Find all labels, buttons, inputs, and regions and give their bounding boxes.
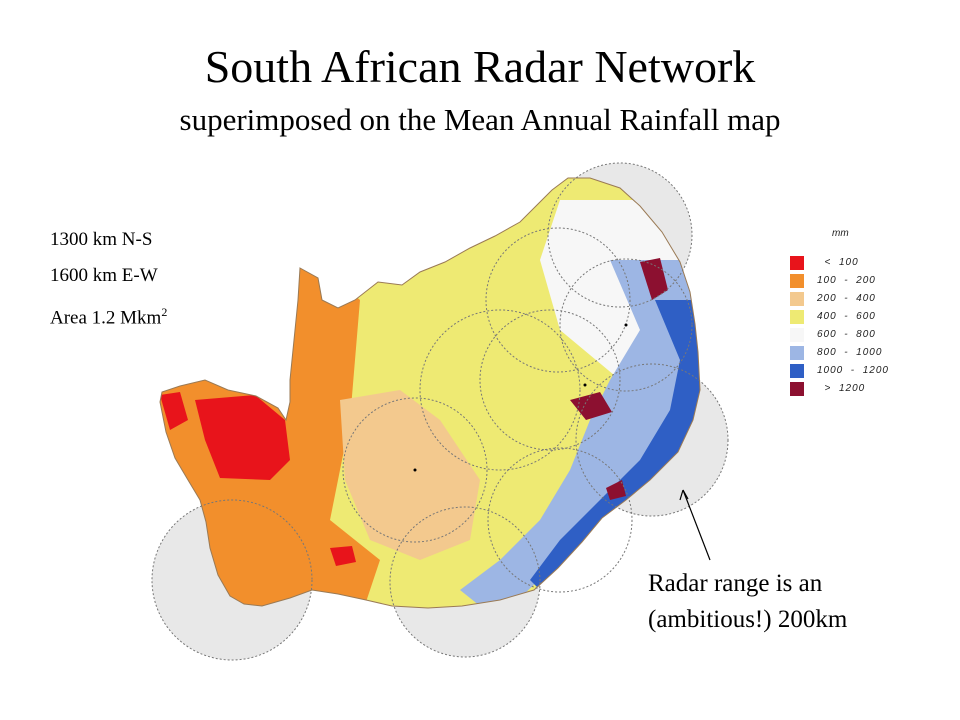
legend-label: 400 - 600 bbox=[817, 311, 876, 322]
legend-swatch bbox=[790, 292, 804, 306]
radar-range-note: Radar range is an (ambitious!) 200km bbox=[648, 566, 847, 638]
legend-row: 1000 - 1200 bbox=[772, 362, 922, 378]
area-superscript: 2 bbox=[161, 305, 168, 319]
page-subtitle: superimposed on the Mean Annual Rainfall… bbox=[179, 102, 781, 137]
legend-row: 800 - 1000 bbox=[772, 344, 922, 360]
legend-label: < 100 bbox=[817, 257, 859, 268]
radar-sites bbox=[413, 323, 628, 472]
legend-row: < 100 bbox=[772, 254, 922, 270]
country-outline bbox=[159, 177, 701, 609]
rainfall-zones bbox=[160, 178, 700, 608]
note-line-2: (ambitious!) 200km bbox=[648, 606, 848, 633]
ns-extent: 1300 km N-S bbox=[50, 229, 153, 250]
country-facts: 1300 km N-S 1600 km E-W Area 1.2 Mkm2 bbox=[50, 230, 167, 338]
legend-label: 600 - 800 bbox=[817, 329, 876, 340]
legend-swatch bbox=[790, 274, 804, 288]
radar-range-circles bbox=[151, 162, 729, 661]
legend-swatch bbox=[790, 256, 804, 270]
area-label: Area 1.2 Mkm bbox=[50, 307, 162, 329]
page-title: South African Radar Network bbox=[204, 41, 756, 92]
legend-swatch bbox=[790, 328, 804, 342]
pointer-arrow bbox=[682, 489, 711, 561]
rainfall-legend: mm < 100 100 - 200 200 - 400 400 - 600 6… bbox=[772, 228, 922, 408]
arrow-head bbox=[679, 489, 689, 501]
legend-swatch bbox=[790, 346, 804, 360]
legend-label: > 1200 bbox=[817, 383, 866, 394]
area: Area 1.2 Mkm2 bbox=[50, 302, 167, 338]
legend-label: 800 - 1000 bbox=[817, 347, 883, 358]
legend-label: 100 - 200 bbox=[817, 275, 876, 286]
legend-row: 100 - 200 bbox=[772, 272, 922, 288]
legend-row: 600 - 800 bbox=[772, 326, 922, 342]
legend-row: 400 - 600 bbox=[772, 308, 922, 324]
legend-label: 200 - 400 bbox=[817, 293, 876, 304]
ew-extent: 1600 km E-W bbox=[50, 265, 158, 286]
legend-swatch bbox=[790, 310, 804, 324]
note-line-1: Radar range is an bbox=[648, 570, 823, 597]
legend-row: > 1200 bbox=[772, 380, 922, 396]
legend-unit: mm bbox=[832, 228, 849, 239]
legend-label: 1000 - 1200 bbox=[817, 365, 889, 376]
legend-swatch bbox=[790, 382, 804, 396]
legend-swatch bbox=[790, 364, 804, 378]
legend-row: 200 - 400 bbox=[772, 290, 922, 306]
